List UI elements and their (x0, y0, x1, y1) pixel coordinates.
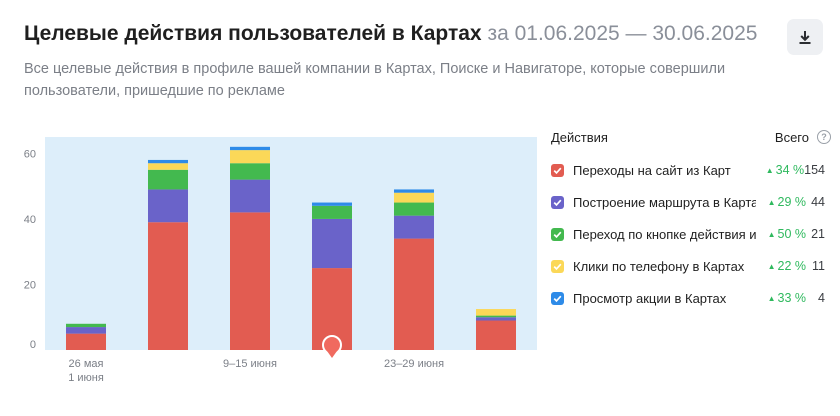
legend-item-change: ▲ 22 % (756, 259, 806, 273)
y-tick-label: 60 (24, 148, 36, 160)
bar-segment (230, 146, 270, 151)
bar-segment (312, 205, 352, 219)
bar-segment (476, 309, 516, 316)
download-icon (799, 30, 811, 44)
checkbox-checked-icon[interactable] (551, 259, 564, 273)
bar-segment (476, 315, 516, 318)
legend-header: Действия Всего ? (551, 126, 831, 148)
legend-item-change: ▲ 33 % (756, 291, 806, 305)
y-tick-label: 0 (30, 339, 36, 351)
checkbox-checked-icon[interactable] (551, 195, 564, 209)
legend-item-total: 4 (818, 291, 825, 305)
y-tick-label: 20 (24, 279, 36, 291)
trend-up-icon: ▲ (767, 230, 776, 239)
legend-item-label: Построение маршрута в Картах (573, 194, 756, 210)
legend: Действия Всего ? Переходы на сайт из Кар… (551, 126, 831, 306)
x-tick-label: 9–15 июня (223, 358, 277, 370)
bar-segment (148, 159, 188, 164)
bar-segment (148, 222, 188, 350)
legend-item[interactable]: Просмотр акции в Картах ▲ 33 % 4 (551, 287, 831, 309)
trend-up-icon: ▲ (767, 294, 776, 303)
x-tick-label: 1 июня (68, 372, 104, 384)
x-tick-label: 26 мая (69, 358, 104, 370)
trend-up-icon: ▲ (767, 262, 776, 271)
legend-header-total: Всего (774, 129, 809, 145)
bar-segment (394, 192, 434, 203)
bar-segment (230, 163, 270, 180)
legend-item[interactable]: Клики по телефону в Картах ▲ 22 % 11 (551, 255, 831, 277)
legend-item-change-value: 33 % (777, 291, 807, 305)
legend-item-label: Просмотр акции в Картах (573, 290, 727, 306)
legend-item-total: 21 (811, 227, 825, 241)
stacked-bar-chart: 0 20 40 60 26 мая 1 июня 9–15 июня 23–29 июня (24, 137, 537, 384)
bar-segment (476, 320, 516, 350)
legend-item-change: ▲ 29 % (756, 195, 806, 209)
bar-segment (66, 333, 106, 350)
legend-item-change: ▲ 50 % (756, 227, 806, 241)
download-button[interactable] (787, 19, 823, 55)
legend-item-change: ▲ 34 % (755, 163, 805, 177)
legend-item-change-value: 22 % (777, 259, 807, 273)
bar-segment (476, 317, 516, 321)
bar-segment (230, 150, 270, 164)
checkbox-checked-icon[interactable] (551, 227, 564, 241)
plot-background (45, 137, 537, 350)
legend-item-label: Переходы на сайт из Карт (573, 162, 731, 178)
trend-up-icon: ▲ (767, 198, 776, 207)
bar-segment (312, 218, 352, 269)
bar-segment (394, 215, 434, 239)
page-title: Целевые действия пользователей в Картах … (24, 20, 760, 48)
bar-segment (312, 202, 352, 206)
bar-segment (148, 163, 188, 170)
bar-segment (148, 189, 188, 223)
bar-segment (394, 189, 434, 193)
header: Целевые действия пользователей в Картах … (24, 20, 760, 102)
legend-item[interactable]: Переход по кнопке действия из Карт▲50 %2… (551, 223, 831, 245)
bar-segment (148, 169, 188, 190)
bar-segment (230, 179, 270, 213)
checkbox-checked-icon[interactable] (551, 163, 564, 177)
bar-segment (394, 202, 434, 216)
period-text: за 01.06.2025 — 30.06.2025 (487, 22, 758, 45)
legend-item-total: 154 (804, 163, 825, 177)
question-icon[interactable]: ? (817, 130, 831, 144)
legend-item-change-value: 29 % (777, 195, 807, 209)
legend-item-label: Клики по телефону в Картах (573, 258, 745, 274)
title-text: Целевые действия пользователей в Картах (24, 22, 482, 45)
legend-item[interactable]: Переходы на сайт из Карт ▲ 34 % 154 (551, 159, 831, 181)
page-subtitle: Все целевые действия в профиле вашей ком… (24, 61, 726, 99)
checkbox-checked-icon[interactable] (551, 291, 564, 305)
x-tick-label: 23–29 июня (384, 358, 444, 370)
trend-up-icon: ▲ (765, 166, 774, 175)
legend-item-change-value: 34 % (775, 163, 805, 177)
legend-item[interactable]: Построение маршрута в Картах ▲ 29 % 44 (551, 191, 831, 213)
y-tick-label: 40 (24, 214, 36, 226)
bar-segment (394, 238, 434, 350)
legend-header-actions: Действия (551, 129, 608, 145)
legend-item-total: 11 (812, 259, 825, 273)
bar-segment (230, 212, 270, 350)
bar-segment (66, 323, 106, 328)
bar-segment (66, 327, 106, 334)
legend-item-label: Переход по кнопке действия из Карт (573, 226, 756, 242)
legend-item-total: 44 (811, 195, 825, 209)
chart-area: 0 20 40 60 26 мая 1 июня 9–15 июня 23–29 июня (0, 120, 540, 411)
legend-item-change-value: 50 % (777, 227, 807, 241)
event-marker-tail (327, 351, 337, 358)
